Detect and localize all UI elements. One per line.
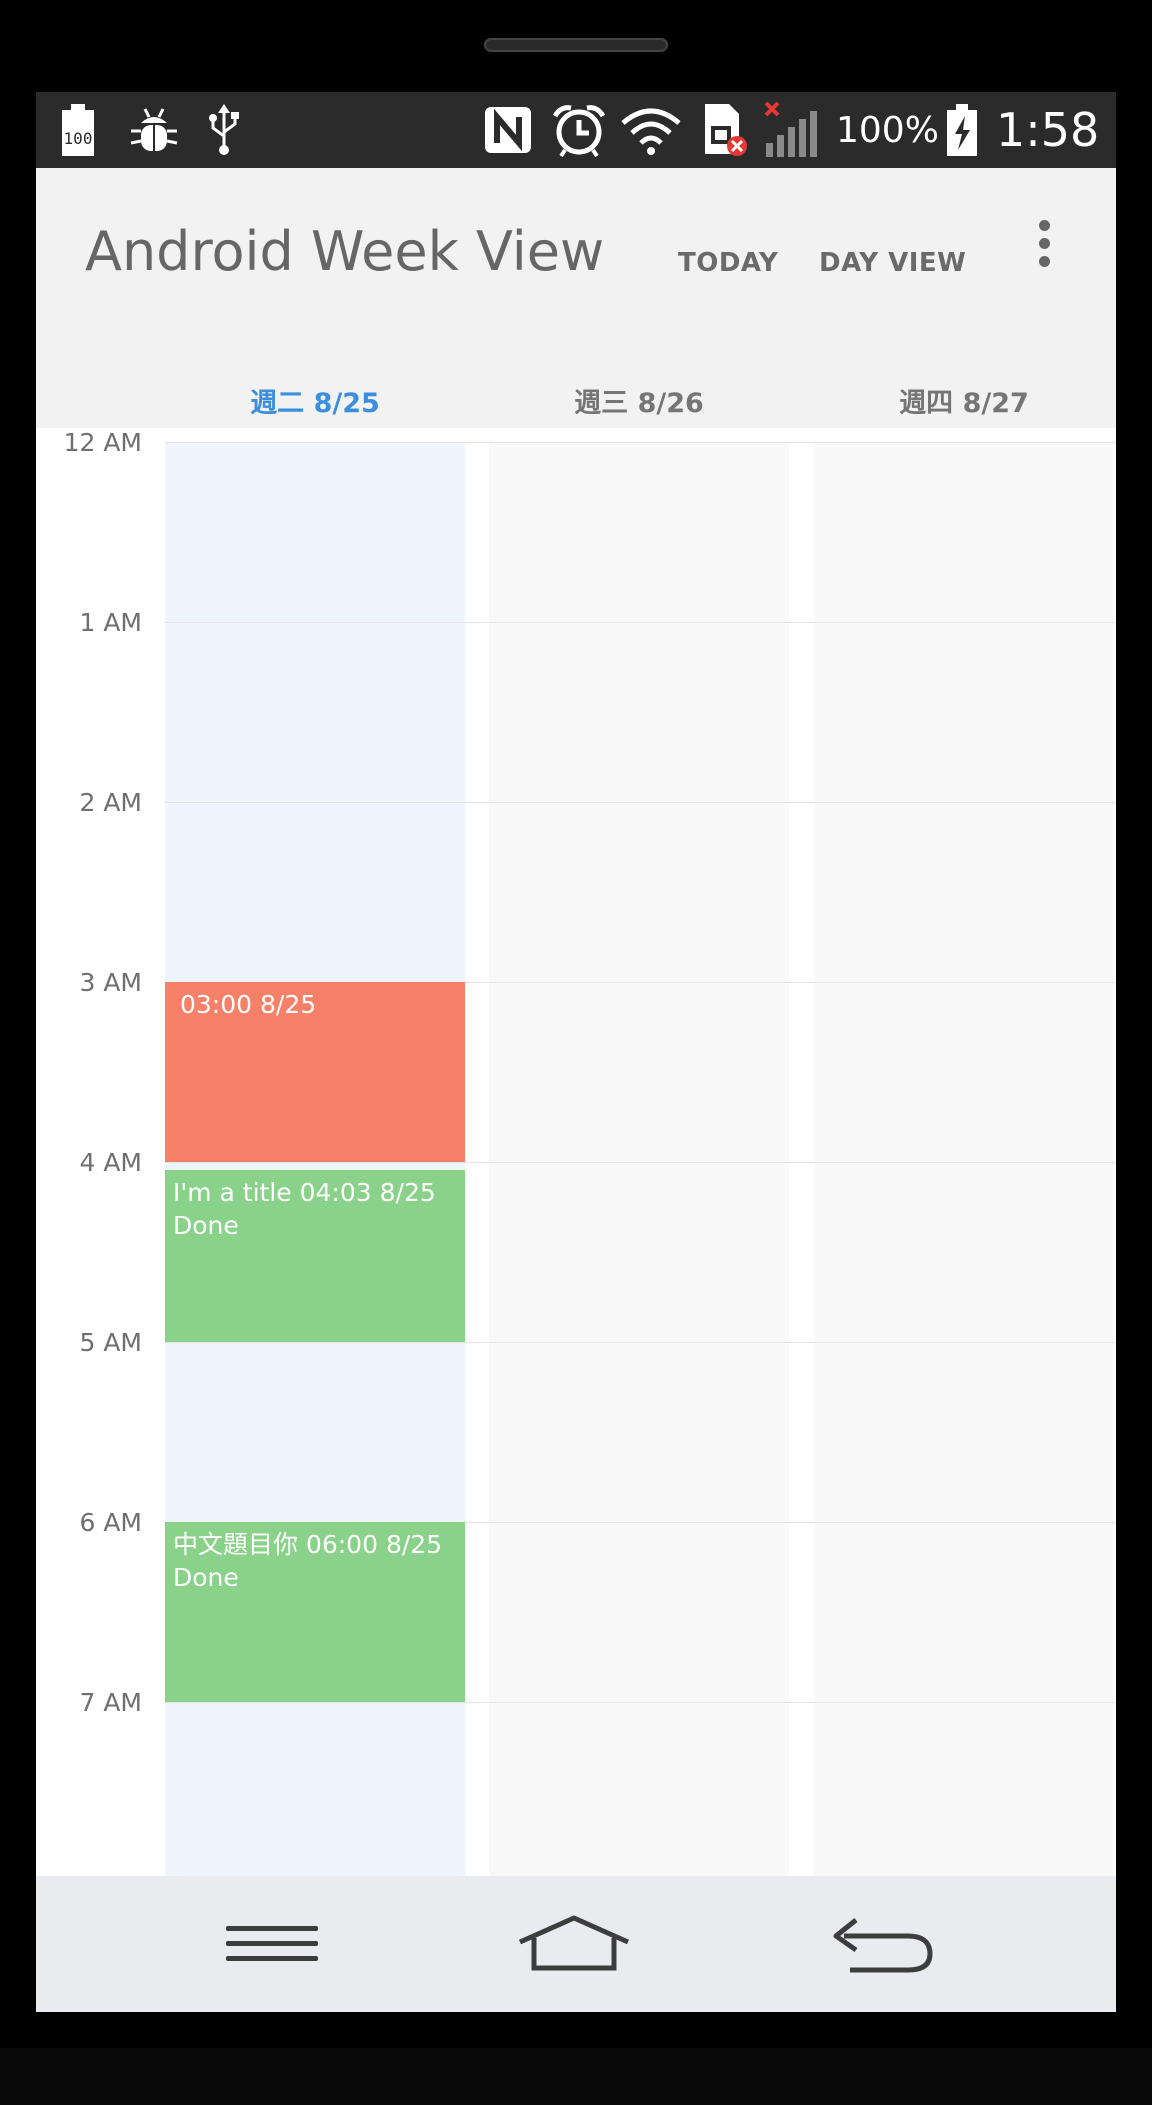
app-title: Android Week View (85, 220, 605, 283)
day-column[interactable] (814, 442, 1114, 1968)
nfc-icon (480, 100, 536, 160)
day-column[interactable] (489, 442, 789, 1968)
week-grid[interactable]: 12 AM 1 AM 2 AM 3 AM 4 AM 5 AM 6 AM 7 AM… (36, 428, 1116, 1968)
usb-icon (206, 100, 242, 160)
calendar-event[interactable]: 03:00 8/25 (165, 982, 465, 1162)
signal-no-service-icon (762, 100, 822, 160)
phone-chin (0, 2048, 1152, 2105)
day-header-today[interactable]: 週二 8/25 (250, 387, 380, 419)
hour-line (165, 442, 1116, 443)
menu-icon[interactable] (224, 1914, 320, 1974)
status-bar: 100 100% (36, 92, 1116, 171)
day-header[interactable]: 週四 8/27 (899, 387, 1029, 419)
event-location: Done (173, 1563, 239, 1592)
hour-label: 12 AM (63, 428, 142, 457)
hour-label: 5 AM (79, 1328, 142, 1357)
bug-icon (126, 100, 182, 160)
alarm-icon (550, 100, 608, 160)
hour-label: 4 AM (79, 1148, 142, 1177)
battery-100-icon: 100 (56, 100, 100, 160)
home-icon[interactable] (516, 1914, 632, 1974)
hour-label: 2 AM (79, 788, 142, 817)
more-vert-icon[interactable] (1034, 220, 1054, 272)
speaker-grille (484, 38, 668, 52)
event-title: 03:00 8/25 (180, 990, 317, 1019)
hour-label: 7 AM (79, 1688, 142, 1717)
event-location: Done (173, 1211, 239, 1240)
today-button[interactable]: TODAY (678, 248, 779, 278)
back-icon[interactable] (826, 1914, 936, 1974)
hour-line (165, 1162, 1116, 1163)
event-title: I'm a title 04:03 8/25 (173, 1178, 436, 1207)
event-title: 中文題目你 06:00 8/25 (173, 1530, 443, 1559)
hour-label: 3 AM (79, 968, 142, 997)
battery-percent: 100% (836, 109, 939, 151)
hour-line (165, 1522, 1116, 1523)
screen: 100 100% (36, 92, 1116, 2012)
wifi-icon (618, 100, 684, 160)
app-bar: Android Week View TODAY DAY VIEW (36, 168, 1116, 348)
calendar-event[interactable]: 中文題目你 06:00 8/25 Done (165, 1522, 465, 1702)
hour-line (165, 622, 1116, 623)
hour-line (165, 1702, 1116, 1703)
battery-charging-icon (944, 100, 980, 160)
hour-line (165, 982, 1116, 983)
hour-label: 1 AM (79, 608, 142, 637)
status-time: 1:58 (996, 103, 1100, 157)
hour-label: 6 AM (79, 1508, 142, 1537)
calendar-event[interactable]: I'm a title 04:03 8/25 Done (165, 1170, 465, 1342)
battery-level-text: 100 (64, 129, 93, 148)
hour-line (165, 802, 1116, 803)
hour-line (165, 1342, 1116, 1343)
sim-error-icon (698, 100, 750, 160)
day-view-button[interactable]: DAY VIEW (819, 248, 967, 278)
day-header[interactable]: 週三 8/26 (574, 387, 704, 419)
navigation-bar (36, 1876, 1116, 2012)
